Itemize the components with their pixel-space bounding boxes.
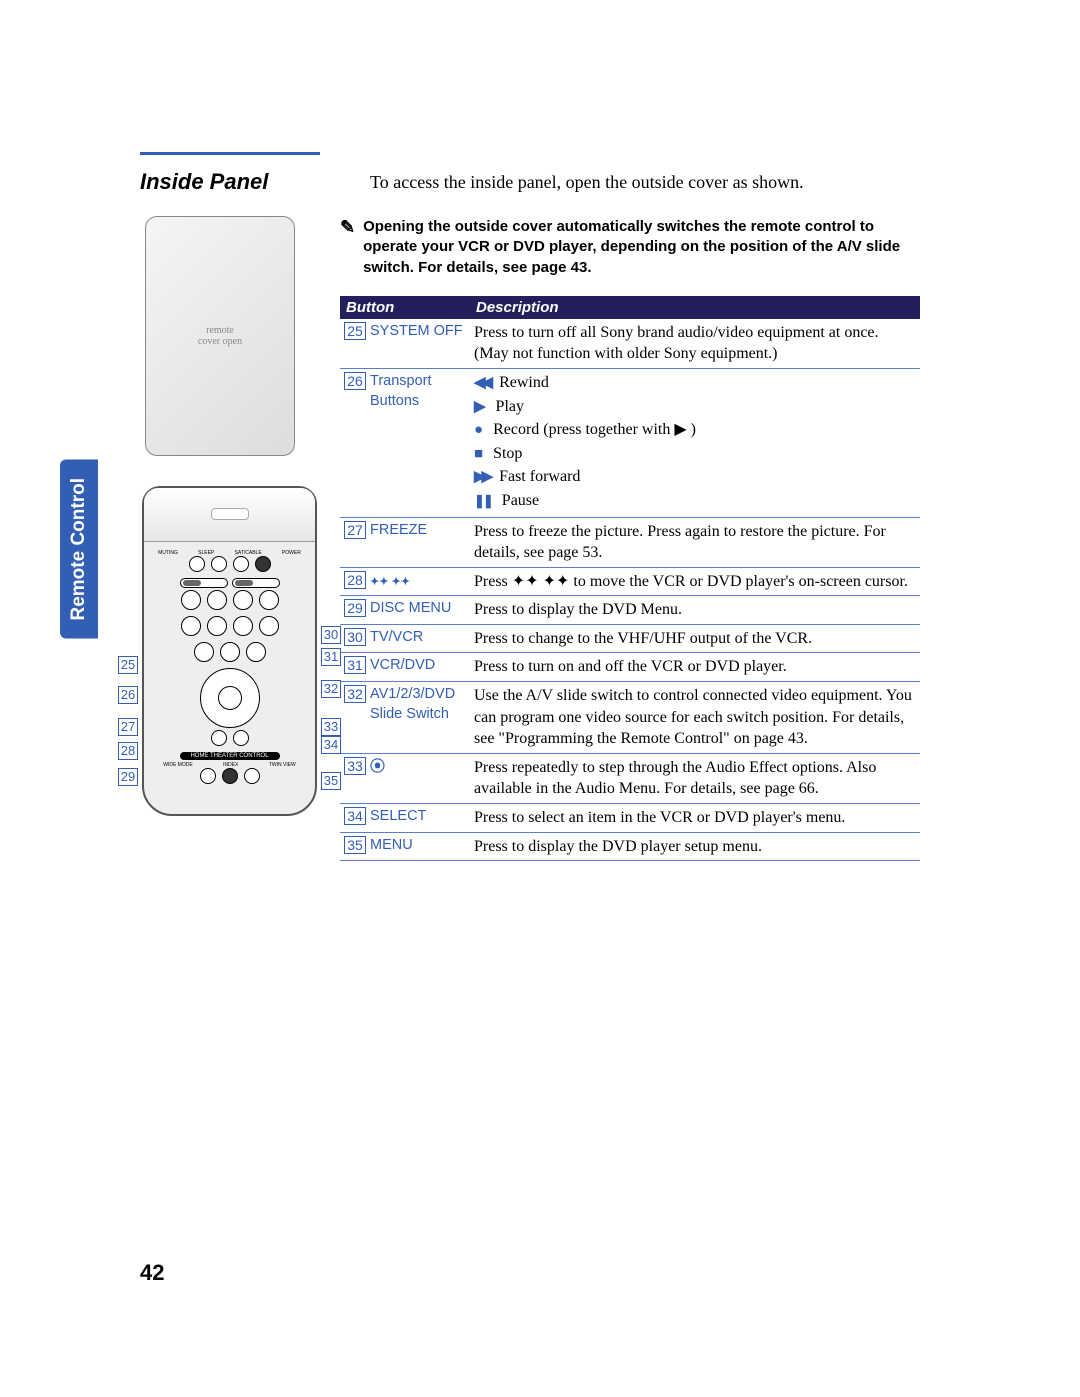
button-description-table: Button Description 25SYSTEM OFF Press to … bbox=[340, 296, 920, 861]
table-row: 32AV1/2/3/DVD Slide SwitchUse the A/V sl… bbox=[340, 682, 920, 754]
icon-rewind bbox=[474, 374, 489, 391]
button-number: 30 bbox=[344, 628, 366, 646]
table-row: 34SELECT Press to select an item in the V… bbox=[340, 804, 920, 833]
button-description: Press to turn on and off the VCR or DVD … bbox=[470, 653, 920, 682]
button-number: 25 bbox=[344, 322, 366, 340]
button-description: Press to turn off all Sony brand audio/v… bbox=[470, 319, 920, 369]
button-number: 32 bbox=[344, 685, 366, 703]
table-row: 33 Press repeatedly to step through the A… bbox=[340, 753, 920, 803]
callout-32: 32 bbox=[321, 680, 341, 698]
icon-record bbox=[474, 421, 483, 438]
button-description: Press to change to the VHF/UHF output of… bbox=[470, 624, 920, 653]
button-label: TV/VCR bbox=[370, 628, 423, 648]
button-label: FREEZE bbox=[370, 521, 427, 541]
button-label: MENU bbox=[370, 836, 413, 856]
remote-inside-panel-illustration: MUTINGSLEEPSAT/CABLEPOWER HOME THEATER C… bbox=[142, 486, 317, 816]
table-row: 28 Press ✦✦ ✦✦ to move the VCR or DVD pla… bbox=[340, 567, 920, 596]
button-description: Press to select an item in the VCR or DV… bbox=[470, 804, 920, 833]
callout-33: 33 bbox=[321, 718, 341, 736]
intro-paragraph: To access the inside panel, open the out… bbox=[370, 169, 804, 194]
button-number: 29 bbox=[344, 599, 366, 617]
table-row: 26Transport Buttons Rewind Play Record (… bbox=[340, 368, 920, 517]
button-description: Press repeatedly to step through the Aud… bbox=[470, 753, 920, 803]
table-header-description: Description bbox=[470, 296, 920, 319]
button-label: VCR/DVD bbox=[370, 656, 435, 676]
button-label: SYSTEM OFF bbox=[370, 322, 463, 342]
icon-stop bbox=[474, 445, 483, 462]
table-row: 27FREEZE Press to freeze the picture. Pre… bbox=[340, 517, 920, 567]
icon-play bbox=[474, 398, 486, 415]
callout-28: 28 bbox=[118, 742, 138, 760]
remote-opening-illustration: remotecover open bbox=[145, 216, 295, 456]
button-label: AV1/2/3/DVD Slide Switch bbox=[370, 685, 466, 724]
table-row: 35MENU Press to display the DVD player se… bbox=[340, 832, 920, 861]
button-label bbox=[370, 757, 391, 778]
button-description: Use the A/V slide switch to control conn… bbox=[470, 682, 920, 754]
icon-ff bbox=[474, 468, 489, 485]
title-rule bbox=[140, 152, 320, 155]
button-number: 27 bbox=[344, 521, 366, 539]
button-description: Rewind Play Record (press together with … bbox=[470, 368, 920, 517]
button-number: 31 bbox=[344, 656, 366, 674]
section-title: Inside Panel bbox=[140, 169, 320, 195]
callout-31: 31 bbox=[321, 648, 341, 666]
table-column: Button Description 25SYSTEM OFF Press to … bbox=[340, 296, 920, 861]
page-number: 42 bbox=[140, 1260, 164, 1286]
header-row: Inside Panel To access the inside panel,… bbox=[140, 169, 920, 195]
button-number: 33 bbox=[344, 757, 366, 775]
icon-pause bbox=[474, 492, 492, 509]
button-number: 28 bbox=[344, 571, 366, 589]
note-block: ✎ Opening the outside cover automaticall… bbox=[340, 217, 920, 278]
table-row: 30TV/VCR Press to change to the VHF/UHF o… bbox=[340, 624, 920, 653]
button-description: Press to freeze the picture. Press again… bbox=[470, 517, 920, 567]
table-row: 29DISC MENU Press to display the DVD Menu… bbox=[340, 596, 920, 625]
note-text: Opening the outside cover automatically … bbox=[363, 217, 920, 278]
callout-25: 25 bbox=[118, 656, 138, 674]
button-label bbox=[370, 571, 416, 592]
callout-29: 29 bbox=[118, 768, 138, 786]
table-row: 25SYSTEM OFF Press to turn off all Sony b… bbox=[340, 319, 920, 369]
callout-27: 27 bbox=[118, 718, 138, 736]
page-content: Inside Panel To access the inside panel,… bbox=[140, 152, 920, 861]
button-number: 26 bbox=[344, 372, 366, 390]
callout-34: 34 bbox=[321, 736, 341, 754]
button-description: Press to display the DVD Menu. bbox=[470, 596, 920, 625]
note-icon: ✎ bbox=[340, 218, 355, 278]
callout-35: 35 bbox=[321, 772, 341, 790]
callout-30: 30 bbox=[321, 626, 341, 644]
button-label: SELECT bbox=[370, 807, 426, 827]
button-label: Transport Buttons bbox=[370, 372, 466, 411]
button-number: 34 bbox=[344, 807, 366, 825]
button-description: Press to display the DVD player setup me… bbox=[470, 832, 920, 861]
button-number: 35 bbox=[344, 836, 366, 854]
section-tab: Remote Control bbox=[60, 460, 98, 639]
table-row: 31VCR/DVD Press to turn on and off the VC… bbox=[340, 653, 920, 682]
button-description: Press ✦✦ ✦✦ to move the VCR or DVD playe… bbox=[470, 567, 920, 596]
table-header-button: Button bbox=[340, 296, 470, 319]
button-label: DISC MENU bbox=[370, 599, 451, 619]
illustration-column: remotecover open MUTINGSLEEPSAT/CABLEPOW… bbox=[140, 296, 340, 861]
callout-26: 26 bbox=[118, 686, 138, 704]
